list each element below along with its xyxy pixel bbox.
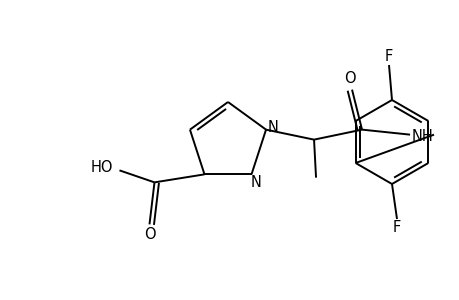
Text: HO: HO — [90, 160, 112, 175]
Text: F: F — [392, 220, 400, 236]
Text: N: N — [251, 175, 261, 190]
Text: O: O — [143, 227, 155, 242]
Text: F: F — [384, 49, 392, 64]
Text: N: N — [267, 120, 278, 135]
Text: NH: NH — [410, 129, 432, 144]
Text: O: O — [343, 71, 355, 86]
